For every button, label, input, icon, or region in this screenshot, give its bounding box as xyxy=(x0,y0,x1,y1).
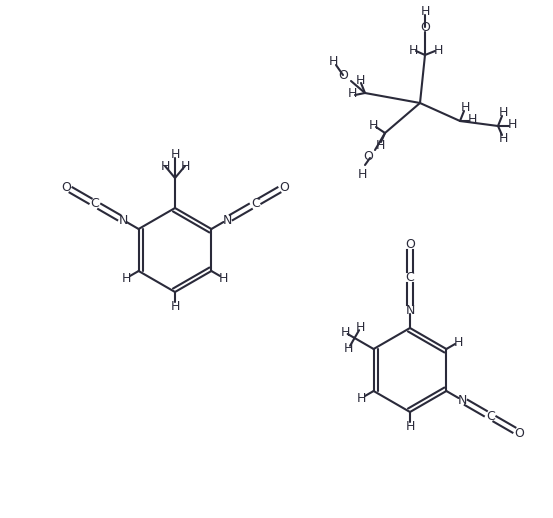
Text: H: H xyxy=(160,160,170,172)
Text: O: O xyxy=(363,150,373,163)
Text: H: H xyxy=(357,167,367,180)
Text: H: H xyxy=(170,299,180,312)
Text: N: N xyxy=(222,213,232,226)
Text: N: N xyxy=(457,394,467,407)
Text: O: O xyxy=(279,180,289,194)
Text: H: H xyxy=(170,148,180,161)
Text: H: H xyxy=(344,342,353,355)
Text: N: N xyxy=(405,304,415,316)
Text: H: H xyxy=(408,44,418,56)
Text: H: H xyxy=(340,326,349,339)
Text: H: H xyxy=(357,392,366,405)
Text: H: H xyxy=(405,420,415,433)
Text: H: H xyxy=(180,160,190,172)
Text: H: H xyxy=(467,112,477,125)
Text: H: H xyxy=(375,138,385,151)
Text: H: H xyxy=(454,336,463,349)
Text: C: C xyxy=(90,197,99,210)
Text: O: O xyxy=(514,426,524,439)
Text: H: H xyxy=(507,118,517,131)
Text: O: O xyxy=(61,180,71,194)
Text: O: O xyxy=(338,68,348,81)
Text: H: H xyxy=(434,44,443,56)
Text: C: C xyxy=(405,270,414,283)
Text: O: O xyxy=(420,21,430,34)
Text: H: H xyxy=(347,87,357,99)
Text: H: H xyxy=(498,106,508,119)
Text: C: C xyxy=(251,197,260,210)
Text: H: H xyxy=(420,5,430,18)
Text: H: H xyxy=(356,74,364,87)
Text: H: H xyxy=(122,271,131,284)
Text: H: H xyxy=(356,321,366,334)
Text: C: C xyxy=(486,410,495,423)
Text: H: H xyxy=(368,119,378,132)
Text: H: H xyxy=(328,54,338,67)
Text: O: O xyxy=(405,237,415,251)
Text: H: H xyxy=(460,100,469,113)
Text: N: N xyxy=(118,213,128,226)
Text: H: H xyxy=(219,271,228,284)
Text: H: H xyxy=(498,132,508,145)
